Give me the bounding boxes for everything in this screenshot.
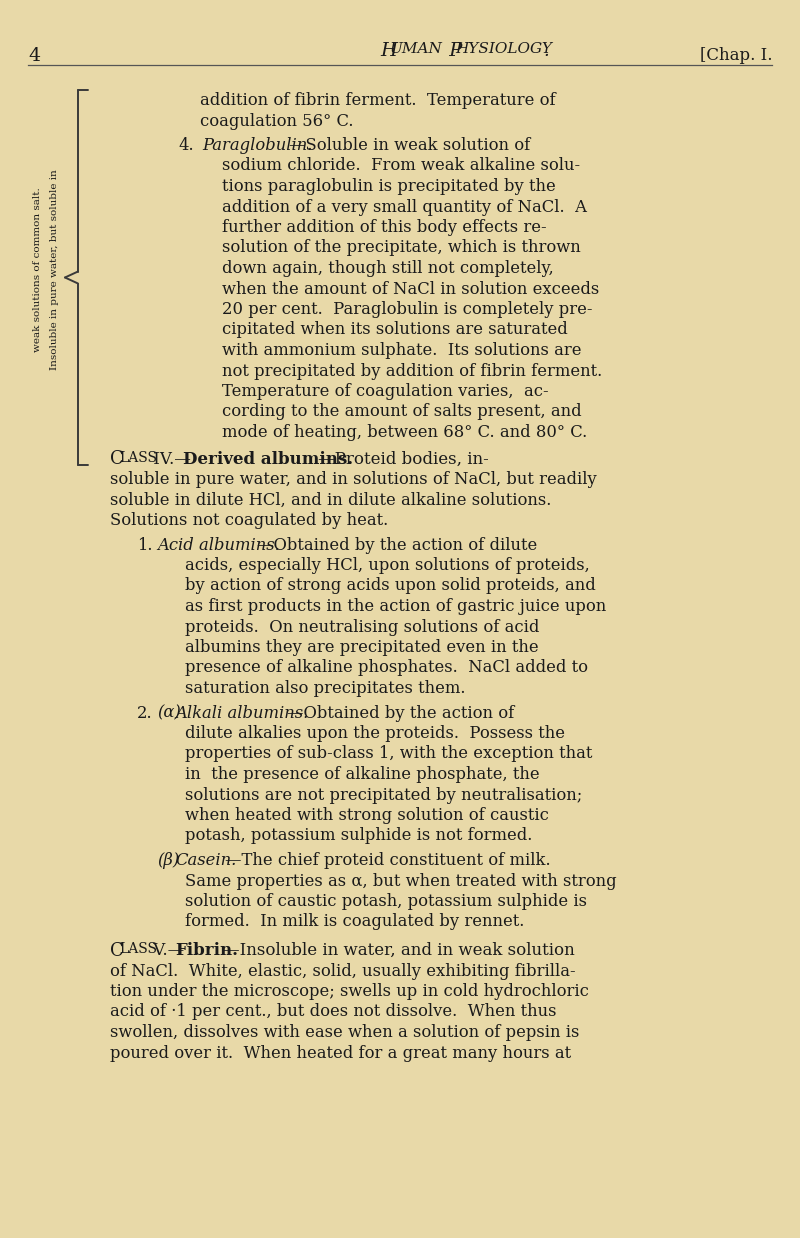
Text: IV.—: IV.— — [148, 451, 191, 468]
Text: by action of strong acids upon solid proteids, and: by action of strong acids upon solid pro… — [185, 577, 596, 594]
Text: cipitated when its solutions are saturated: cipitated when its solutions are saturat… — [222, 322, 568, 338]
Text: .: . — [543, 42, 549, 59]
Text: dilute alkalies upon the proteids.  Possess the: dilute alkalies upon the proteids. Posse… — [185, 725, 565, 742]
Text: as first products in the action of gastric juice upon: as first products in the action of gastr… — [185, 598, 606, 615]
Text: C: C — [110, 942, 124, 959]
Text: coagulation 56° C.: coagulation 56° C. — [200, 113, 354, 130]
Text: Fibrin.: Fibrin. — [175, 942, 238, 959]
Text: weak solutions of common salt.: weak solutions of common salt. — [34, 188, 42, 353]
Text: of NaCl.  White, elastic, solid, usually exhibiting fibrilla-: of NaCl. White, elastic, solid, usually … — [110, 962, 576, 979]
Text: down again, though still not completely,: down again, though still not completely, — [222, 260, 554, 277]
Text: UMAN: UMAN — [390, 42, 443, 56]
Text: 20 per cent.  Paraglobulin is completely pre-: 20 per cent. Paraglobulin is completely … — [222, 301, 593, 318]
Text: with ammonium sulphate.  Its solutions are: with ammonium sulphate. Its solutions ar… — [222, 342, 582, 359]
Text: presence of alkaline phosphates.  NaCl added to: presence of alkaline phosphates. NaCl ad… — [185, 660, 588, 676]
Text: addition of fibrin ferment.  Temperature of: addition of fibrin ferment. Temperature … — [200, 92, 556, 109]
Text: Derived albumins.: Derived albumins. — [183, 451, 353, 468]
Text: P: P — [443, 42, 462, 59]
Text: swollen, dissolves with ease when a solution of pepsin is: swollen, dissolves with ease when a solu… — [110, 1024, 579, 1041]
Text: tion under the microscope; swells up in cold hydrochloric: tion under the microscope; swells up in … — [110, 983, 589, 1000]
Text: proteids.  On neutralising solutions of acid: proteids. On neutralising solutions of a… — [185, 619, 539, 635]
Text: (α): (α) — [157, 704, 181, 722]
Text: soluble in dilute HCl, and in dilute alkaline solutions.: soluble in dilute HCl, and in dilute alk… — [110, 491, 551, 509]
Text: Alkali albumins.: Alkali albumins. — [175, 704, 308, 722]
Text: formed.  In milk is coagulated by rennet.: formed. In milk is coagulated by rennet. — [185, 914, 524, 931]
Text: solutions are not precipitated by neutralisation;: solutions are not precipitated by neutra… — [185, 786, 582, 803]
Text: —Insoluble in water, and in weak solution: —Insoluble in water, and in weak solutio… — [223, 942, 574, 959]
Text: C: C — [110, 451, 124, 468]
Text: poured over it.  When heated for a great many hours at: poured over it. When heated for a great … — [110, 1045, 571, 1061]
Text: —Proteid bodies, in-: —Proteid bodies, in- — [318, 451, 489, 468]
Text: 4: 4 — [28, 47, 40, 66]
Text: —Obtained by the action of dilute: —Obtained by the action of dilute — [257, 536, 538, 553]
Text: (β): (β) — [157, 852, 179, 869]
Text: properties of sub-class 1, with the exception that: properties of sub-class 1, with the exce… — [185, 745, 592, 763]
Text: when heated with strong solution of caustic: when heated with strong solution of caus… — [185, 807, 549, 825]
Text: in  the presence of alkaline phosphate, the: in the presence of alkaline phosphate, t… — [185, 766, 540, 782]
Text: solution of caustic potash, potassium sulphide is: solution of caustic potash, potassium su… — [185, 893, 587, 910]
Text: potash, potassium sulphide is not formed.: potash, potassium sulphide is not formed… — [185, 827, 532, 844]
Text: LASS: LASS — [119, 942, 157, 956]
Text: HYSIOLOGY: HYSIOLOGY — [455, 42, 552, 56]
Text: addition of a very small quantity of NaCl.  A: addition of a very small quantity of NaC… — [222, 198, 587, 215]
Text: cording to the amount of salts present, and: cording to the amount of salts present, … — [222, 404, 582, 421]
Text: [Chap. I.: [Chap. I. — [699, 47, 772, 64]
Text: mode of heating, between 68° C. and 80° C.: mode of heating, between 68° C. and 80° … — [222, 423, 587, 441]
Text: Same properties as α, but when treated with strong: Same properties as α, but when treated w… — [185, 873, 617, 889]
Text: albumins they are precipitated even in the: albumins they are precipitated even in t… — [185, 639, 538, 656]
Text: —Obtained by the action of: —Obtained by the action of — [287, 704, 514, 722]
Text: sodium chloride.  From weak alkaline solu-: sodium chloride. From weak alkaline solu… — [222, 157, 580, 175]
Text: tions paraglobulin is precipitated by the: tions paraglobulin is precipitated by th… — [222, 178, 556, 196]
Text: LASS: LASS — [119, 451, 157, 464]
Text: soluble in pure water, and in solutions of NaCl, but readily: soluble in pure water, and in solutions … — [110, 470, 597, 488]
Text: Acid albumins.: Acid albumins. — [157, 536, 280, 553]
Text: Solutions not coagulated by heat.: Solutions not coagulated by heat. — [110, 513, 388, 529]
Text: —Soluble in weak solution of: —Soluble in weak solution of — [289, 137, 530, 154]
Text: 1.: 1. — [137, 536, 153, 553]
Text: not precipitated by addition of fibrin ferment.: not precipitated by addition of fibrin f… — [222, 363, 602, 380]
Text: when the amount of NaCl in solution exceeds: when the amount of NaCl in solution exce… — [222, 281, 599, 297]
Text: Temperature of coagulation varies,  ac-: Temperature of coagulation varies, ac- — [222, 383, 549, 400]
Text: Paraglobulin.: Paraglobulin. — [202, 137, 313, 154]
Text: Casein.: Casein. — [175, 852, 236, 869]
Text: saturation also precipitates them.: saturation also precipitates them. — [185, 680, 466, 697]
Text: acid of ·1 per cent., but does not dissolve.  When thus: acid of ·1 per cent., but does not disso… — [110, 1004, 557, 1020]
Text: V.—: V.— — [148, 942, 184, 959]
Text: 4.: 4. — [178, 137, 194, 154]
Text: 2.: 2. — [137, 704, 153, 722]
Text: solution of the precipitate, which is thrown: solution of the precipitate, which is th… — [222, 239, 581, 256]
Text: —The chief proteid constituent of milk.: —The chief proteid constituent of milk. — [225, 852, 550, 869]
Text: acids, especially HCl, upon solutions of proteids,: acids, especially HCl, upon solutions of… — [185, 557, 590, 574]
Text: further addition of this body effects re-: further addition of this body effects re… — [222, 219, 546, 236]
Text: H: H — [380, 42, 397, 59]
Text: Insoluble in pure water, but soluble in: Insoluble in pure water, but soluble in — [50, 170, 59, 370]
